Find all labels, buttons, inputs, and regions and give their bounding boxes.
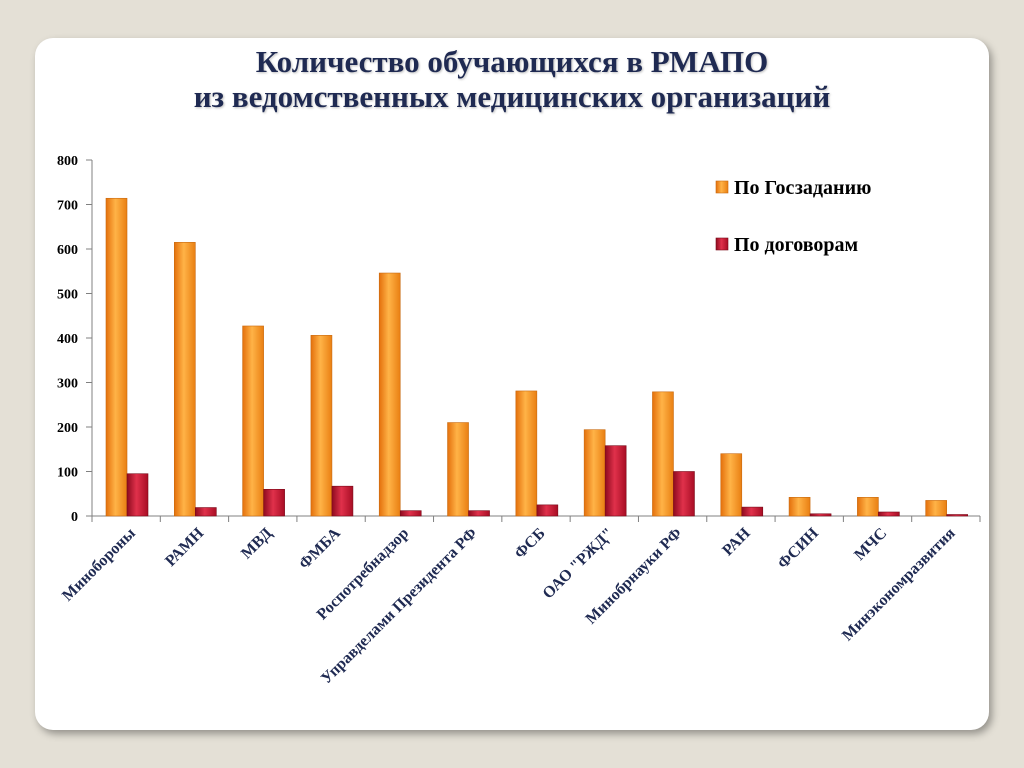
x-category-label: ФМБА <box>296 524 344 572</box>
bar-series-1 <box>788 497 811 517</box>
bar-series-2 <box>946 514 968 517</box>
bar-series-2 <box>809 513 832 517</box>
bar-series-1 <box>925 500 947 517</box>
chart-title: Количество обучающихся в РМАПО из ведомс… <box>0 44 1024 114</box>
bar-series-1 <box>652 391 674 517</box>
bar-series-1 <box>857 497 879 517</box>
x-category-label: МЧС <box>851 525 890 564</box>
legend-swatch-series-2 <box>715 237 729 251</box>
legend-label-series-1: По Госзаданию <box>734 177 871 199</box>
bar-series-2 <box>536 504 559 517</box>
bar-series-1 <box>310 335 333 517</box>
bar-series-1 <box>174 242 196 517</box>
bar-series-2 <box>126 473 149 517</box>
title-line-2: из ведомственных медицинских организаций <box>193 79 831 114</box>
x-category-label: МВД <box>238 525 276 563</box>
bar-series-2 <box>195 507 217 517</box>
bar-series-2 <box>331 485 354 517</box>
chart-axes: 0 100 200 300 400 500 600 700 800 <box>57 154 981 525</box>
x-category-label: ФСИН <box>775 524 823 572</box>
category-labels: Минобороны РАМН МВД ФМБАРоспотребнадзорУпра… <box>59 524 959 687</box>
y-tick-label: 300 <box>57 377 78 392</box>
legend-label-series-2: По договорам <box>734 234 858 256</box>
x-category-label: РАМН <box>162 524 208 570</box>
chart-legend: По Госзаданию По договорам <box>715 177 871 256</box>
bar-series-1 <box>583 429 606 517</box>
x-category-label: ОАО "РЖД" <box>540 525 618 603</box>
chart-bars <box>105 197 968 517</box>
bar-series-2 <box>741 506 764 517</box>
title-line-1: Количество обучающихся в РМАПО <box>255 44 769 79</box>
bar-series-1 <box>447 422 469 517</box>
bar-series-1 <box>242 325 264 517</box>
y-tick-label: 500 <box>57 288 78 303</box>
x-category-label: Минобороны <box>59 524 139 604</box>
bar-series-2 <box>673 471 695 517</box>
bar-series-1 <box>515 390 538 517</box>
legend-swatch-series-1 <box>715 180 729 194</box>
bar-series-2 <box>399 510 422 517</box>
x-category-label: РАН <box>719 524 754 559</box>
bar-series-1 <box>720 453 743 517</box>
y-tick-label: 200 <box>57 421 78 436</box>
bar-series-1 <box>105 197 128 517</box>
x-category-label: Минэкономразвития <box>839 525 959 645</box>
y-tick-label: 400 <box>57 332 78 347</box>
y-tick-label: 800 <box>57 154 78 169</box>
y-tick-label: 100 <box>57 466 78 481</box>
bar-series-1 <box>378 272 401 517</box>
bar-series-2 <box>468 510 490 517</box>
bar-series-2 <box>263 488 285 517</box>
x-category-label: ФСБ <box>511 525 548 562</box>
y-tick-label: 700 <box>57 199 78 214</box>
bar-series-2 <box>604 445 627 517</box>
bar-series-2 <box>878 511 900 517</box>
y-tick-label: 600 <box>57 243 78 258</box>
y-tick-label: 0 <box>71 510 78 525</box>
